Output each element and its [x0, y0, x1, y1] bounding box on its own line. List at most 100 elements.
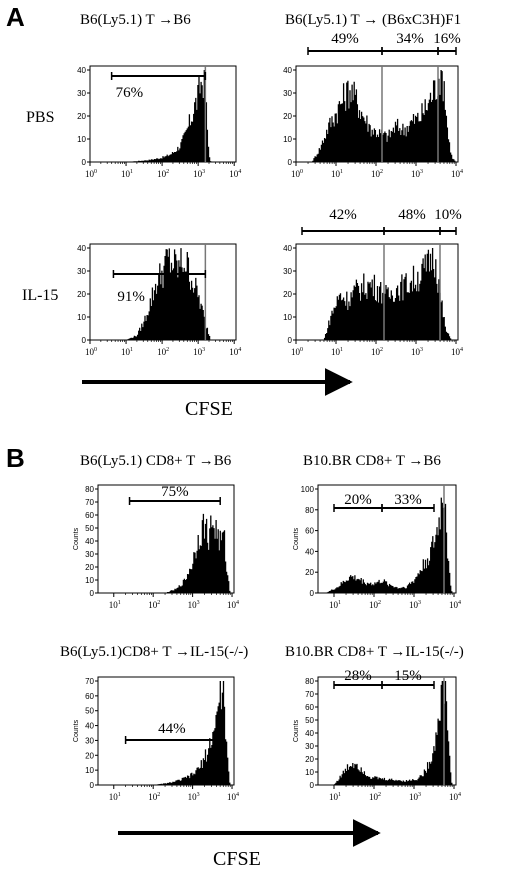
y-tick-label: 10: [305, 768, 314, 777]
y-axis-label: Counts: [73, 719, 80, 742]
x-tick-label: 103: [188, 792, 200, 802]
y-tick-label: 70: [305, 690, 314, 699]
x-tick-label: 103: [193, 347, 205, 357]
x-tick-label: 102: [157, 347, 169, 357]
y-tick-label: 40: [85, 722, 94, 731]
y-tick-label: 70: [85, 498, 94, 507]
y-tick-label: 10: [283, 135, 292, 144]
y-tick-label: 30: [85, 736, 94, 745]
y-tick-label: 10: [77, 313, 86, 322]
histogram-bars: [126, 248, 212, 340]
histogram-b-br-ko: 28% 15% 0 10 20 30 40 50 60 70 80 Counts 101 102 103 10…: [293, 668, 461, 802]
x-tick-label: 100: [85, 169, 97, 179]
histogram-bars: [334, 681, 453, 785]
y-tick-label: 60: [305, 527, 314, 536]
y-axis-label: Counts: [293, 719, 300, 742]
gate-percent-label: 28%: [344, 668, 372, 684]
x-tick-label: 104: [227, 600, 239, 610]
histogram-bars: [153, 681, 231, 785]
x-tick-label: 104: [229, 347, 241, 357]
y-tick-label: 0: [90, 589, 95, 598]
y-tick-label: 10: [85, 576, 94, 585]
y-tick-label: 60: [85, 692, 94, 701]
gate-percent-label: 42%: [329, 207, 357, 223]
y-tick-label: 0: [288, 336, 293, 345]
histogram-bars: [126, 70, 212, 162]
y-tick-label: 60: [305, 703, 314, 712]
y-tick-label: 10: [283, 313, 292, 322]
x-tick-label: 101: [331, 347, 343, 357]
y-axis-label: Counts: [73, 527, 80, 550]
y-tick-label: 80: [85, 485, 94, 494]
col-title-b-top-right: B10.BR CD8+ T →B6: [303, 453, 441, 469]
y-tick-label: 20: [77, 112, 86, 121]
panel-letter-a: A: [6, 2, 25, 32]
histogram-a-il15-f1: 42% 48% 10% 0 10 20 30 40 100 101 102 103 104: [283, 207, 463, 357]
y-tick-label: 0: [310, 781, 315, 790]
x-tick-label: 100: [291, 169, 303, 179]
x-tick-label: 104: [451, 169, 463, 179]
y-tick-label: 10: [85, 766, 94, 775]
y-tick-label: 20: [85, 563, 94, 572]
x-tick-label: 100: [85, 347, 97, 357]
y-tick-label: 20: [77, 290, 86, 299]
x-tick-label: 102: [369, 792, 381, 802]
y-tick-label: 30: [305, 742, 314, 751]
x-tick-label: 104: [451, 347, 463, 357]
col-title-b-bottom-left: B6(Ly5.1)CD8+ T →IL-15(-/-): [60, 644, 248, 660]
gate-percent-label: 49%: [331, 31, 359, 47]
y-tick-label: 0: [310, 589, 315, 598]
col-title-a-left: B6(Ly5.1) T →B6: [80, 12, 191, 28]
y-tick-label: 0: [82, 336, 87, 345]
x-tick-label: 102: [371, 169, 383, 179]
col-title-a-right: B6(Ly5.1) T → (B6xC3H)F1: [285, 12, 461, 28]
gate-percent-label: 10%: [434, 207, 462, 223]
y-tick-label: 30: [283, 89, 292, 98]
histogram-a-pbs-f1: 49% 34% 16% 0 10 20 30 40 100 101 102 103 104: [283, 31, 463, 179]
x-tick-label: 102: [148, 600, 160, 610]
plot-frame: [89, 65, 237, 163]
panel-letter-b: B: [6, 443, 25, 473]
x-tick-label: 103: [411, 169, 423, 179]
x-tick-label: 101: [121, 347, 133, 357]
x-tick-label: 100: [291, 347, 303, 357]
gate-percent-label: 76%: [116, 85, 144, 101]
y-tick-label: 40: [305, 729, 314, 738]
y-tick-label: 80: [305, 506, 314, 515]
y-tick-label: 30: [77, 89, 86, 98]
x-tick-label: 103: [409, 792, 421, 802]
y-tick-label: 30: [283, 267, 292, 276]
col-title-b-bottom-right: B10.BR CD8+ T →IL-15(-/-): [285, 644, 464, 660]
x-tick-label: 101: [121, 169, 133, 179]
x-tick-label: 101: [329, 600, 341, 610]
y-tick-label: 60: [85, 511, 94, 520]
y-tick-label: 20: [283, 290, 292, 299]
gate-percent-label: 75%: [161, 484, 189, 500]
x-tick-label: 102: [157, 169, 169, 179]
y-tick-label: 30: [77, 267, 86, 276]
y-tick-label: 50: [85, 524, 94, 533]
gate-percent-label: 44%: [158, 721, 186, 737]
histogram-bars: [325, 497, 453, 593]
x-tick-label: 104: [227, 792, 239, 802]
x-tick-label: 101: [329, 792, 341, 802]
y-tick-label: 40: [77, 244, 86, 253]
y-tick-label: 80: [305, 677, 314, 686]
x-tick-label: 104: [449, 600, 461, 610]
y-tick-label: 0: [90, 781, 95, 790]
y-tick-label: 0: [82, 158, 87, 167]
x-tick-label: 104: [229, 169, 241, 179]
y-tick-label: 40: [77, 66, 86, 75]
row-label-pbs: PBS: [26, 109, 54, 126]
x-tick-label: 101: [109, 600, 121, 610]
gate-percent-label: 91%: [117, 289, 145, 305]
histogram-bars: [164, 513, 231, 593]
x-tick-label: 103: [409, 600, 421, 610]
y-tick-label: 30: [85, 550, 94, 559]
cfse-label-b: CFSE: [213, 848, 261, 869]
y-tick-label: 20: [283, 112, 292, 121]
gate-percent-label: 20%: [344, 492, 372, 508]
y-tick-label: 40: [305, 547, 314, 556]
x-tick-label: 101: [109, 792, 121, 802]
